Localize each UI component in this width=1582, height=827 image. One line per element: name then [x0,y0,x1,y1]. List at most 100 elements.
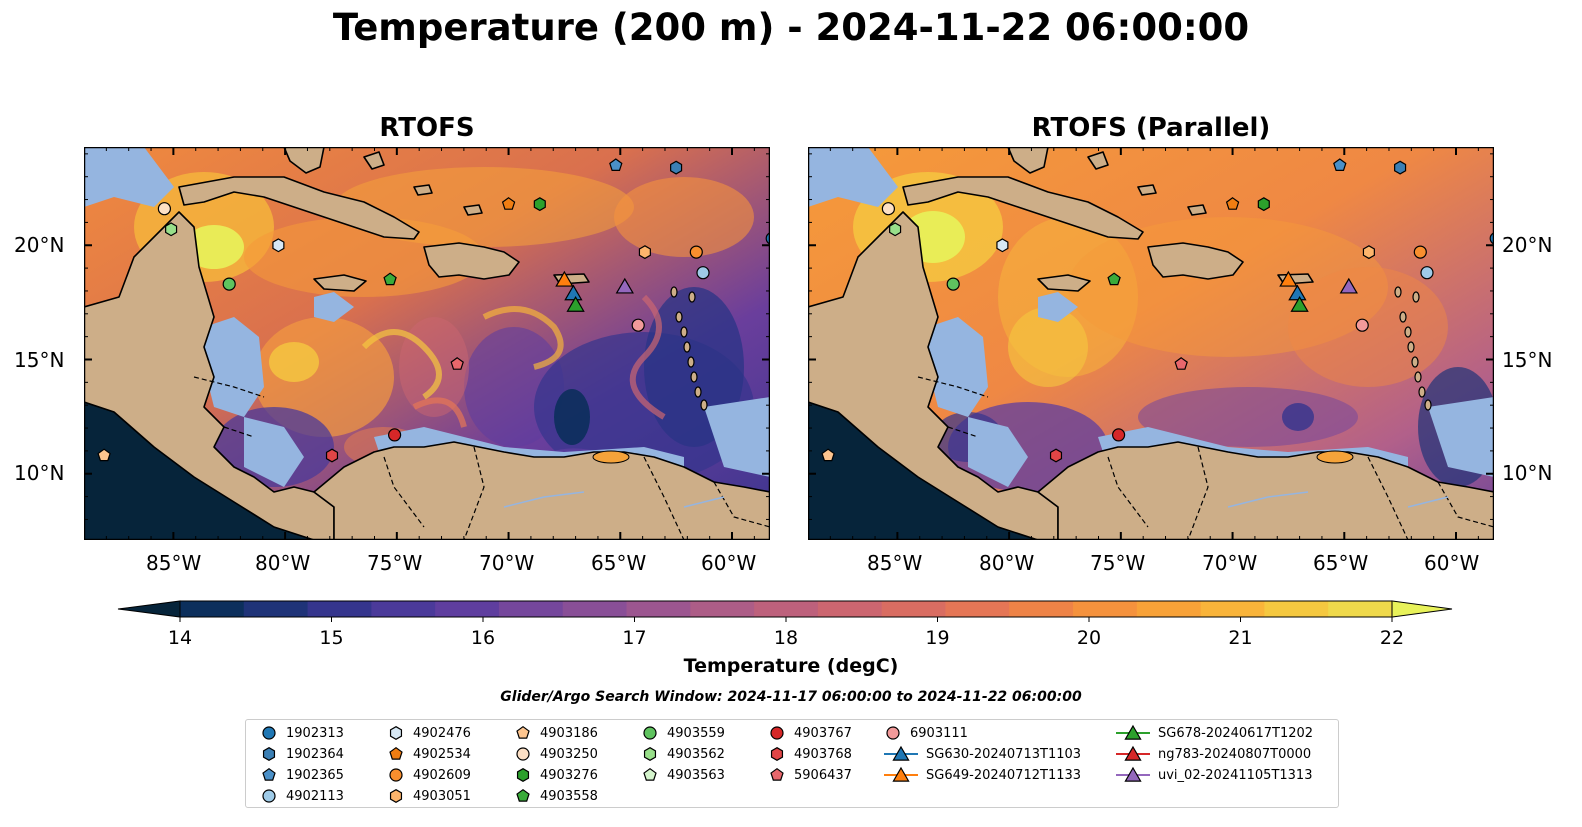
gulf-of-venezuela-feature [1316,450,1354,464]
pentagon-marker [1225,197,1240,210]
legend-label: ng783-20240807T0000 [1158,746,1312,762]
temperature-feature [1008,307,1088,387]
circle-legend-marker [516,747,530,761]
cuba-island [178,176,420,240]
legend-label: 4902113 [286,788,344,804]
marker-4903562 [165,222,178,237]
temperature-feature [1138,387,1358,447]
colorbar-tick-label: 18 [774,627,798,649]
colorbar-segment [498,601,564,617]
triangle-marker [1339,277,1358,294]
hexagon-marker [996,238,1009,253]
turks-caicos-island [1187,204,1207,216]
country-border [383,456,425,528]
colorbar-segment [307,601,372,617]
pentagon-legend-icon [516,725,530,739]
legend-item-4903559: 4903559 [641,724,725,742]
legend-label: 4903563 [667,767,725,783]
circle-legend-icon [262,726,276,740]
legend-label: SG649-20240712T1133 [926,767,1082,783]
continental-shelf [968,417,1028,487]
legend-label: 4902534 [413,746,471,762]
lat-tick-10n-right: 10°N [1502,461,1553,485]
colorbar-label: Temperature (degC) [683,655,899,677]
panel-title-rtofs: RTOFS [379,113,475,143]
circle-marker [696,266,710,280]
triangle-legend-marker [892,766,910,782]
marker-4902113 [1420,266,1434,280]
colorbar-segment [1328,601,1393,617]
legend-label: 4903768 [794,746,852,762]
legend-item-4902113: 4902113 [260,787,344,805]
legend-item-6903111: 6903111 [884,724,968,742]
circle-legend-icon [262,789,276,803]
legend-label: SG630-20240713T1103 [926,746,1082,762]
marker-1902365 [609,158,623,171]
triangle-legend-icon [1116,745,1150,761]
marker-4903250 [157,202,172,216]
bahamas-island [363,151,385,170]
hispaniola-island [423,242,520,280]
florida-peninsula [1007,147,1049,174]
pentagon-marker [821,448,835,462]
legend-label: SG678-20240617T1202 [1158,725,1314,741]
hexagon-legend-icon [389,726,403,740]
legend-label: 6903111 [910,725,968,741]
colorbar-segment [562,601,628,617]
legend-item-ng783-20240807T0000: ng783-20240807T0000 [1116,745,1311,763]
colorbar-segment [754,601,819,617]
circle-legend-icon [886,726,900,740]
marker-4903559 [946,277,960,291]
legend-label: 4903558 [540,788,598,804]
jamaica-island [1037,274,1091,292]
temperature-feature [184,225,244,269]
lon-tick-80w-right: 80°W [979,551,1035,575]
colorbar-segment [945,601,1010,617]
hexagon-legend-icon [643,747,657,761]
lesser-antilles-island [680,326,688,338]
country-border [1437,481,1494,528]
lon-tick-80w-left: 80°W [255,551,311,575]
bahamas-island [1137,184,1157,196]
circle-legend-marker [262,726,276,740]
legend-item-4903186: 4903186 [514,724,598,742]
lon-tick-65w-left: 65°W [591,551,647,575]
triangle-legend-marker [892,745,910,761]
marker-4903558 [383,272,397,286]
continental-shelf [1428,397,1494,477]
triangle-marker [1290,296,1309,312]
lesser-antilles-island [1411,356,1419,368]
colorbar-segment [1136,601,1202,617]
colorbar-tick-label: 20 [1077,627,1101,649]
triangle-marker [555,270,574,287]
continental-shelf [808,147,898,207]
marker-4903276 [1257,197,1270,212]
lesser-antilles-island [687,356,695,368]
country-border [917,376,989,398]
marker-4903767 [1112,428,1126,442]
colorbar-segment [1200,601,1266,617]
legend-label: 1902364 [286,746,344,762]
lon-tick-75w-right: 75°W [1090,551,1146,575]
colorbar-segment [817,601,883,617]
marker-4902113 [696,266,710,280]
river [1227,491,1309,508]
marker-4903186 [821,448,835,462]
marker-4902609 [1413,245,1427,259]
legend-item-SG649-20240712T1133: SG649-20240712T1133 [884,766,1081,784]
circle-marker [1355,318,1369,332]
lon-tick-70w-right: 70°W [1202,551,1258,575]
hexagon-marker [1049,448,1063,463]
colorbar-segment [1009,601,1074,617]
circle-marker [631,318,645,332]
circle-marker [689,245,703,259]
marker-4903559 [222,277,236,291]
panel-title-rtofs-parallel: RTOFS (Parallel) [1031,113,1271,143]
marker-4903051 [1362,245,1375,260]
lesser-antilles-island [1404,326,1412,338]
circle-marker [1112,428,1126,442]
circle-legend-marker [770,726,784,740]
pentagon-legend-marker [643,767,657,781]
hexagon-legend-marker [770,747,784,761]
marker-4903562 [889,222,902,237]
